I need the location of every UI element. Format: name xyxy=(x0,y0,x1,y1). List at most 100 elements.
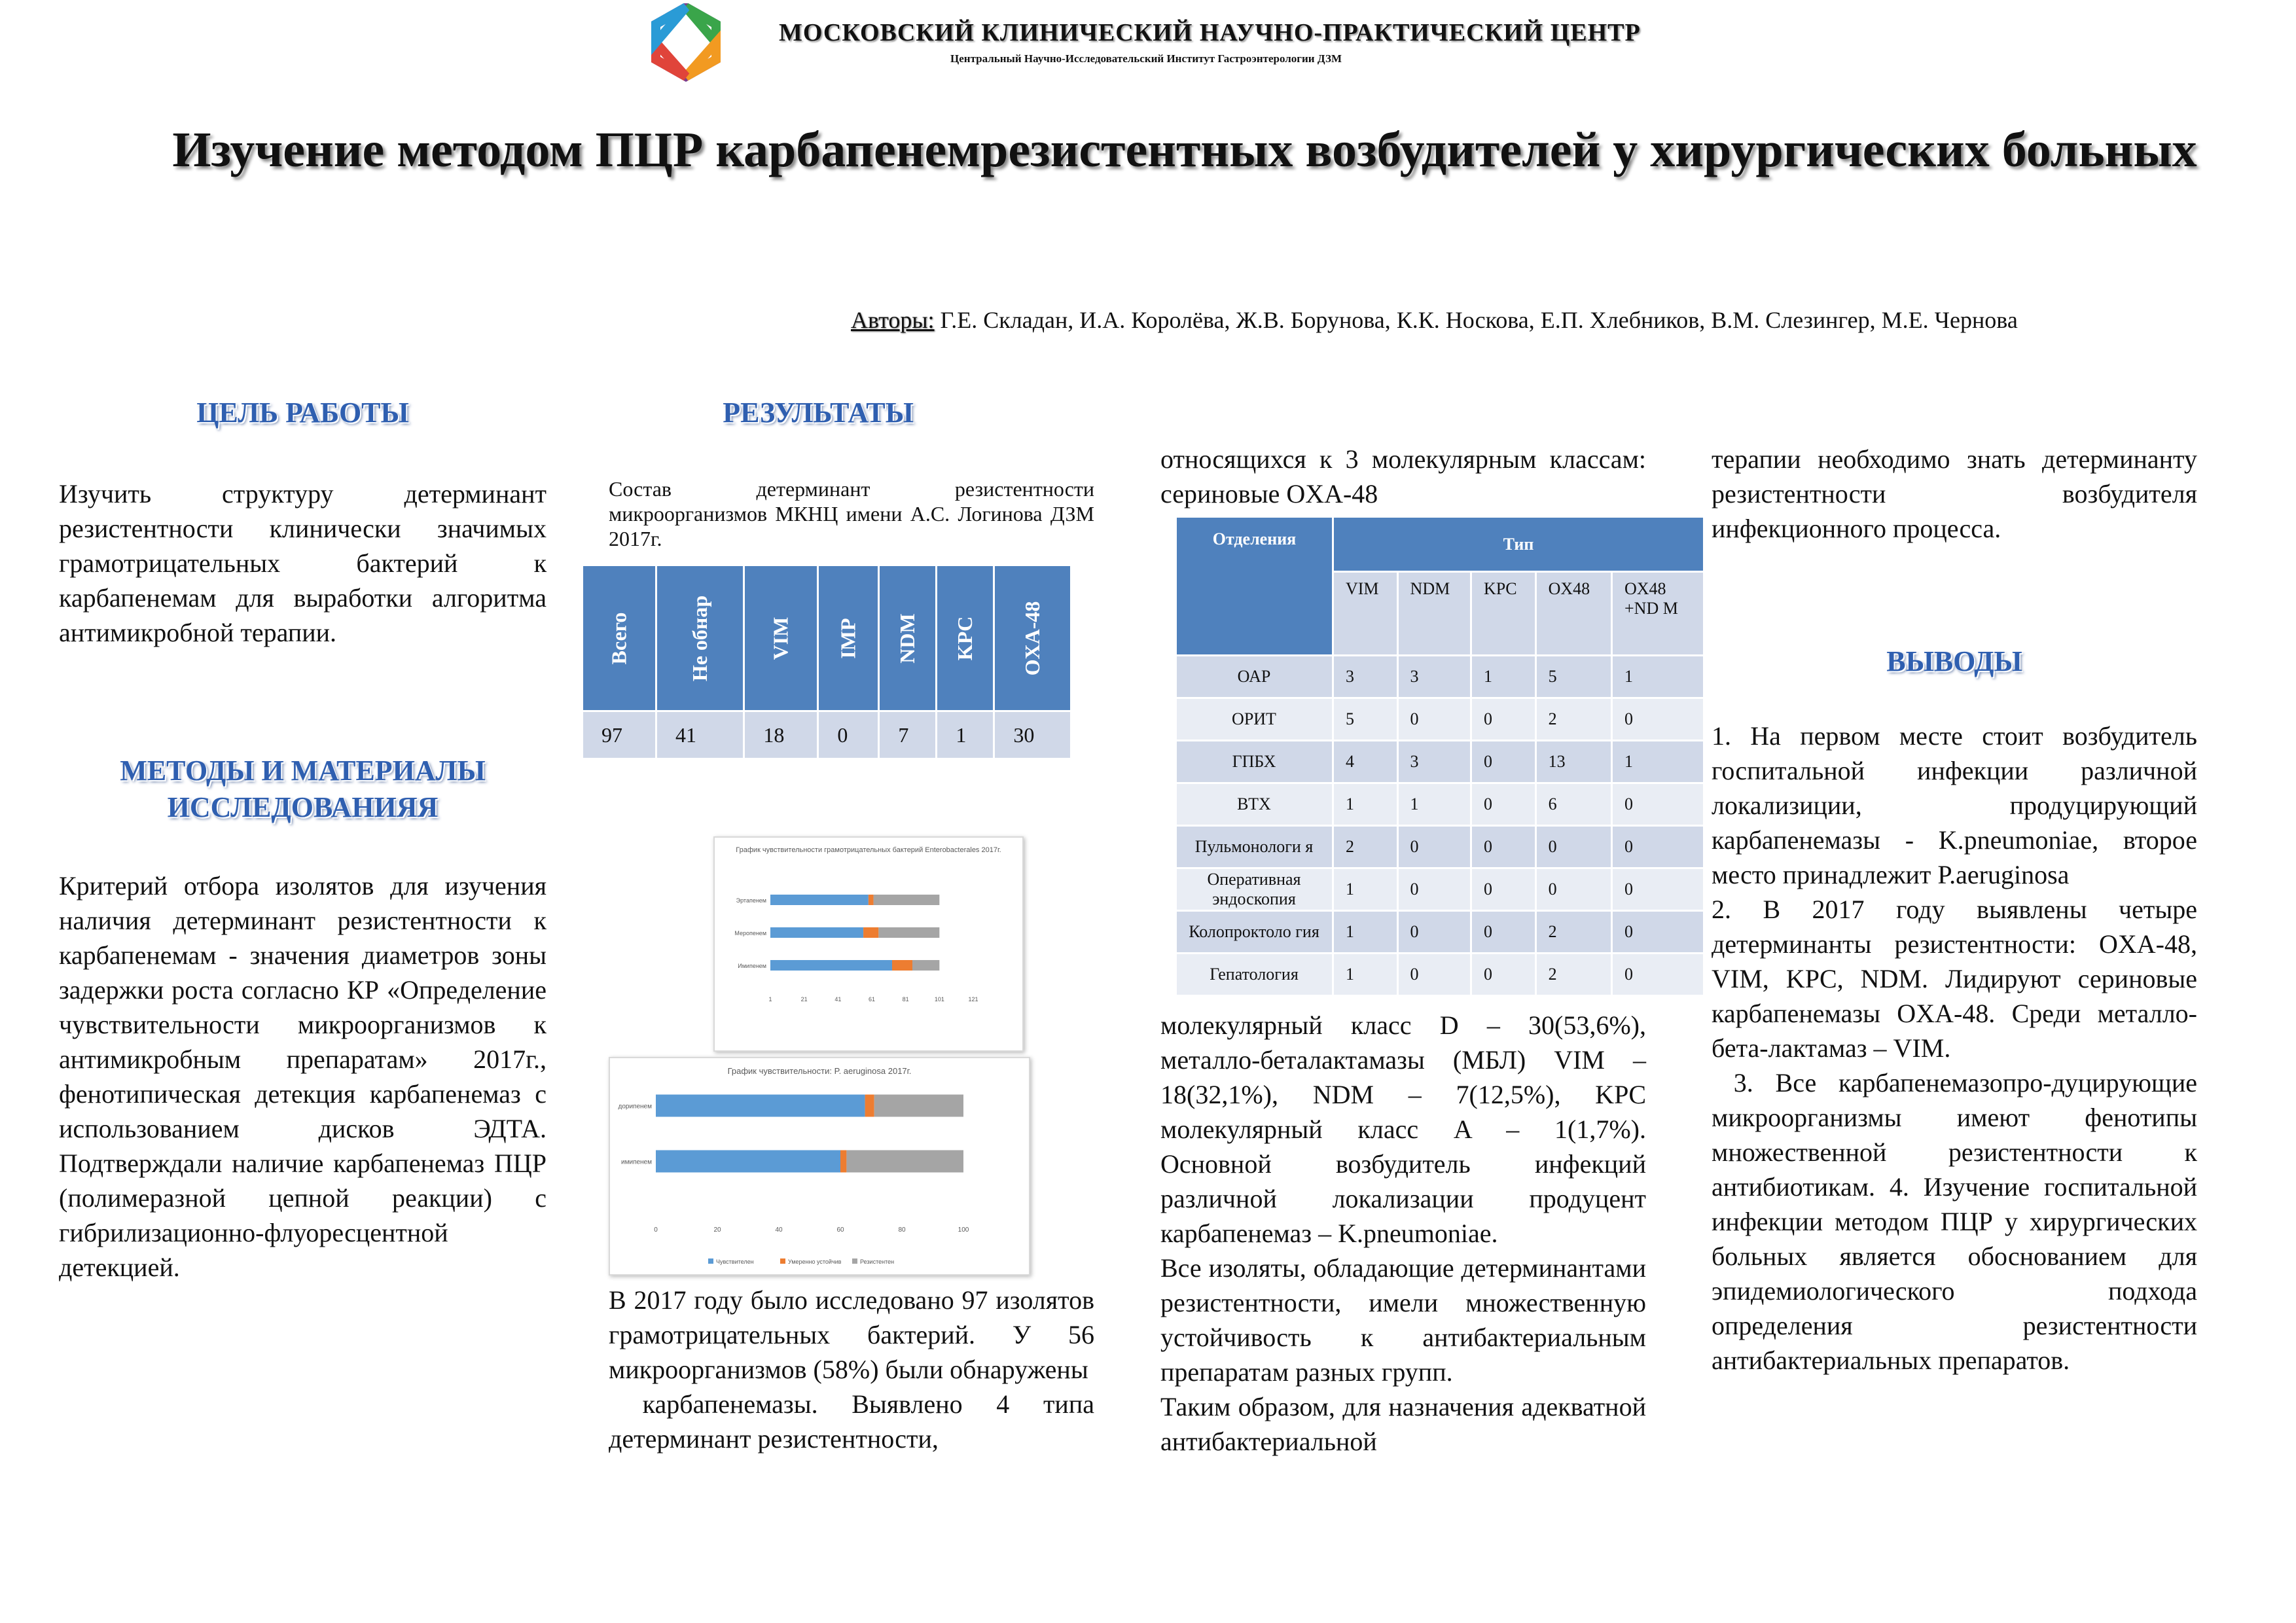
x-tick-label: 61 xyxy=(869,996,875,1003)
table-cell: 3 xyxy=(1334,656,1397,697)
x-tick-label: 81 xyxy=(903,996,909,1003)
table-cell: 1 xyxy=(1471,656,1535,697)
table-cell: 1 xyxy=(937,712,994,758)
determinants-table: Всего Не обнар VIM IMP NDM KPC OXA-48 97… xyxy=(581,564,1072,760)
department-cell: Гепатология xyxy=(1177,954,1332,995)
table-cell: 30 xyxy=(995,712,1071,758)
bar-segment xyxy=(770,895,869,905)
legend-label: Чувствителен xyxy=(716,1258,754,1265)
table-row: 97 41 18 0 7 1 30 xyxy=(583,712,1071,758)
category-label: Меропенем xyxy=(734,930,766,936)
conclusion-item: 2. В 2017 году выявлены четыре детермина… xyxy=(1712,895,2197,1063)
category-label: дорипенем xyxy=(619,1103,653,1111)
conclusions-heading: ВЫВОДЫ xyxy=(1886,645,2022,677)
table-cell: 0 xyxy=(1398,827,1470,867)
table-cell: 0 xyxy=(1536,827,1611,867)
table-row: ВТХ 1 1 0 6 0 xyxy=(1177,784,1703,825)
departments-table-body: ОАР 3 3 1 5 1 ОРИТ 5 0 0 2 0 ГПБХ 4 3 0 13 1 ВТХ 1 1 0 6 0 Пульм… xyxy=(1177,656,1703,995)
department-cell: ОАР xyxy=(1177,656,1332,697)
x-tick-label: 21 xyxy=(801,996,808,1003)
table-row: ГПБХ 4 3 0 13 1 xyxy=(1177,741,1703,782)
methods-heading-line2: ИССЛЕДОВАНИЯЯ xyxy=(167,791,439,823)
results-text-col3-top: относящихся к 3 молекулярным классам: се… xyxy=(1160,444,1646,508)
table-cell: 0 xyxy=(1398,954,1470,995)
chart-title: График чувствительности грамотрицательны… xyxy=(736,846,1001,854)
table-row: Колопроктоло гия 1 0 0 2 0 xyxy=(1177,912,1703,952)
department-cell: Оперативная эндоскопия xyxy=(1177,869,1332,910)
bar-segment xyxy=(656,1094,865,1117)
enterobacterales-chart-svg: График чувствительности грамотрицательны… xyxy=(734,846,1001,1003)
x-tick-label: 41 xyxy=(834,996,841,1003)
table-subheader: OX48 +ND M xyxy=(1613,573,1703,654)
table-header: OXA-48 xyxy=(995,566,1071,710)
table-cell: 0 xyxy=(1613,699,1703,740)
x-tick-label: 121 xyxy=(968,996,978,1003)
bar-segment xyxy=(863,927,879,938)
conclusions-text: 1. На первом месте стоит возбудитель гос… xyxy=(1712,719,2197,1378)
table-subheader: VIM xyxy=(1334,573,1397,654)
enterobacterales-chart: График чувствительности грамотрицательны… xyxy=(713,836,1024,1052)
table-cell: 13 xyxy=(1536,741,1611,782)
results-paragraph: молекулярный класс D – 30(53,6%), металл… xyxy=(1160,1010,1646,1248)
table-header-label: KPC xyxy=(953,616,977,660)
department-cell: Пульмонологи я xyxy=(1177,827,1332,867)
table-row: ОАР 3 3 1 5 1 xyxy=(1177,656,1703,697)
table-cell: 2 xyxy=(1334,827,1397,867)
results-text-col2: В 2017 году было исследовано 97 изолятов… xyxy=(609,1283,1094,1456)
paeruginosa-chart: График чувствительности: P. aeruginosa 2… xyxy=(609,1057,1030,1275)
table-header-label: NDM xyxy=(895,613,920,664)
table-cell: 41 xyxy=(657,712,744,758)
table-cell: 0 xyxy=(1398,869,1470,910)
table-cell: 0 xyxy=(1471,912,1535,952)
table-cell: 6 xyxy=(1536,784,1611,825)
department-cell: Колопроктоло гия xyxy=(1177,912,1332,952)
table-header-row: Всего Не обнар VIM IMP NDM KPC OXA-48 xyxy=(583,566,1071,710)
category-label: Имипенем xyxy=(738,963,766,969)
table-row: Гепатология 1 0 0 2 0 xyxy=(1177,954,1703,995)
table-cell: 2 xyxy=(1536,699,1611,740)
legend-swatch xyxy=(852,1258,857,1264)
table-cell: 2 xyxy=(1536,954,1611,995)
table-header: KPC xyxy=(937,566,994,710)
poster-title: Изучение методом ПЦР карбапенемрезистент… xyxy=(172,122,2197,177)
table-cell: 0 xyxy=(1471,699,1535,740)
table-header-row: Отделения Тип xyxy=(1177,518,1703,654)
table-cell: 1 xyxy=(1613,741,1703,782)
category-label: имипенем xyxy=(621,1159,652,1166)
bar-segment xyxy=(840,1150,847,1173)
bar-segment xyxy=(770,927,864,938)
table-header-label: VIM xyxy=(768,616,793,660)
goal-text: Изучить структуру детерминант резистентн… xyxy=(59,479,547,647)
category-label: Эртапенем xyxy=(736,897,766,904)
table-cell: 0 xyxy=(1471,784,1535,825)
table-subheader: OX48 xyxy=(1536,573,1611,654)
table-header: NDM xyxy=(880,566,936,710)
table-cell: 3 xyxy=(1398,656,1470,697)
table-cell: 0 xyxy=(819,712,878,758)
table-subheader-row: VIM NDM KPC OX48 OX48 +ND M xyxy=(1177,573,1703,654)
methods-heading: МЕТОДЫ И МАТЕРИАЛЫ ИССЛЕДОВАНИЯЯ xyxy=(59,753,547,826)
table-cell: 18 xyxy=(745,712,817,758)
org-name: МОСКОВСКИЙ КЛИНИЧЕСКИЙ НАУЧНО-ПРАКТИЧЕСК… xyxy=(779,19,1641,46)
department-cell: ВТХ xyxy=(1177,784,1332,825)
conclusion-item: 1. На первом месте стоит возбудитель гос… xyxy=(1712,721,2197,889)
results-heading: РЕЗУЛЬТАТЫ xyxy=(723,397,914,429)
table-cell: 0 xyxy=(1613,912,1703,952)
table-cell: 0 xyxy=(1398,699,1470,740)
table-header-label: IMP xyxy=(836,617,860,659)
table-cell: 0 xyxy=(1613,784,1703,825)
table-header: Не обнар xyxy=(657,566,744,710)
bar-segment xyxy=(770,960,892,971)
table-cell: 0 xyxy=(1471,741,1535,782)
x-tick-label: 100 xyxy=(958,1226,969,1234)
table-cell: 0 xyxy=(1471,827,1535,867)
table-header: IMP xyxy=(819,566,878,710)
bar-segment xyxy=(656,1150,840,1173)
table-header: VIM xyxy=(745,566,817,710)
results-paragraph: Таким образом, для назначения адекватной… xyxy=(1160,1392,1646,1456)
x-tick-label: 40 xyxy=(775,1226,783,1234)
table-row: ОРИТ 5 0 0 2 0 xyxy=(1177,699,1703,740)
bar-segment xyxy=(874,1094,963,1117)
bar-segment xyxy=(865,1094,874,1117)
results-paragraph: Все изоляты, обладающие детерминантами р… xyxy=(1160,1253,1646,1387)
